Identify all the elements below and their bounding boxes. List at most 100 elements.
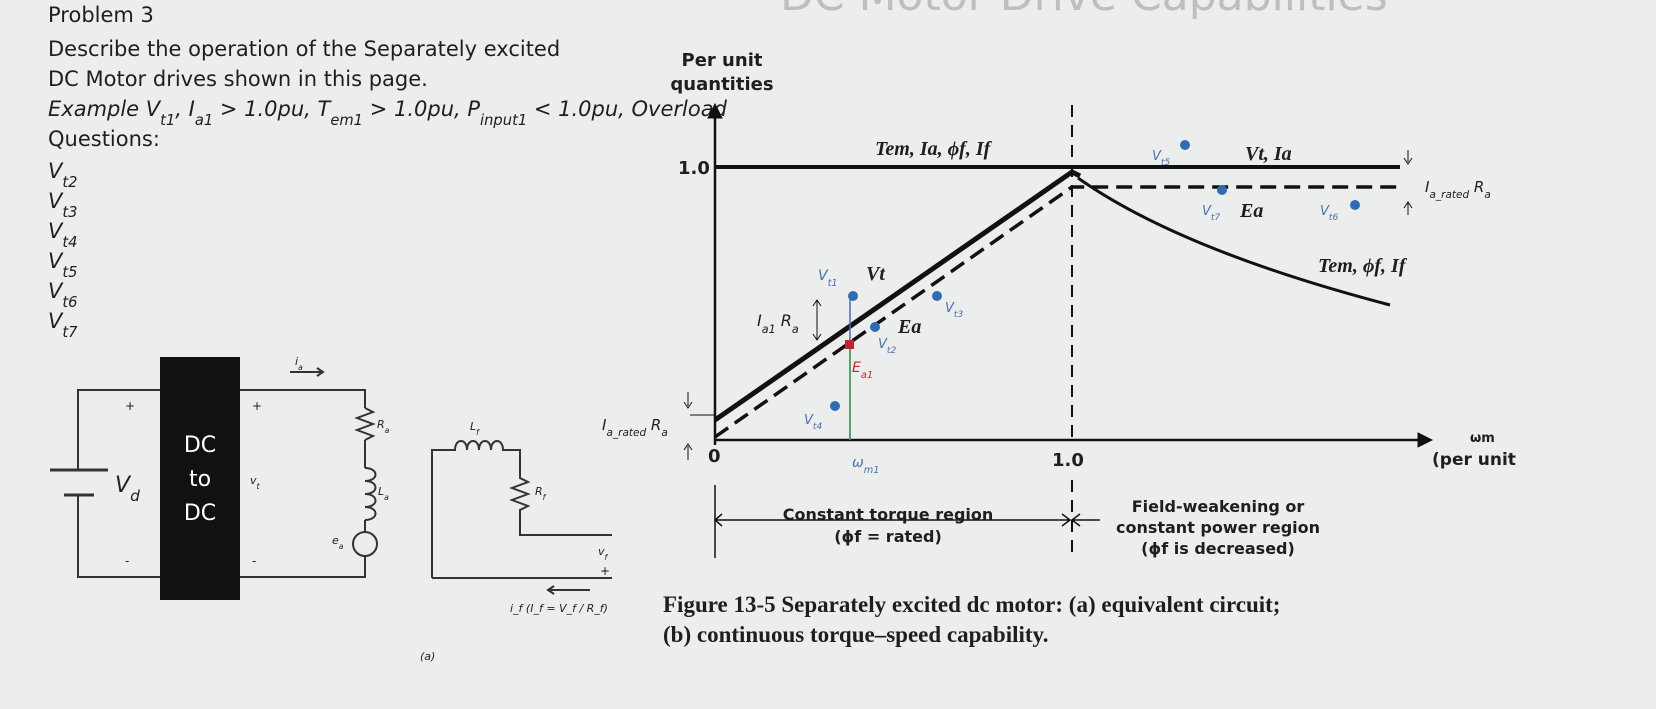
drop-label: Ia1 Ra [757,311,799,336]
voltage-label: vf [598,545,609,562]
subscript: t [257,482,261,491]
point-label: Vt5 [1152,149,1170,168]
curve-label: Tem, ϕf, If [1318,255,1408,277]
figure-caption: (b) continuous torque–speed capability. [663,622,1049,647]
label-part: V [945,301,955,316]
label-part: V [48,219,64,243]
subscript: t5 [1161,158,1171,168]
label-part: V [1320,204,1330,219]
x-axis-label: ωm [1470,431,1495,446]
subscript: a [661,427,667,439]
label-part: V [115,473,132,498]
subscript: f [476,428,480,437]
subscript: t4 [813,422,823,432]
circuit-caption: (a) [420,650,435,663]
ea1-point [845,340,854,349]
question: Vt2 [48,159,77,191]
subscript: a [384,493,389,502]
x-tick-label: 1.0 [1052,450,1084,471]
subscript: a [298,363,303,372]
question: Vt3 [48,189,77,221]
x-axis-label: (per unit [1432,450,1516,470]
label-part: , I [175,97,195,121]
subscript: a [1484,189,1490,201]
inductor-label: Lf [470,420,480,437]
point-label: Vt1 [818,268,838,289]
point-label: ωm1 [852,455,880,476]
subscript: a1 [762,323,776,336]
question: Vt7 [48,309,78,341]
description: Describe the operation of the Separately… [48,37,560,61]
subscript: em1 [330,112,363,129]
label-part: > 1.0pu, T [213,97,332,121]
subscript: a [792,323,799,336]
inductor-label: La [378,485,389,502]
point-label: Vt2 [878,337,896,356]
voltage-label: vt [250,474,261,491]
converter-box [160,357,240,600]
figure-caption: Figure 13-5 Separately excited dc motor:… [663,592,1280,617]
point-label: Vt7 [1202,204,1220,223]
label-part: I [1425,178,1430,196]
subscript: t3 [954,310,964,320]
label-part: R [1469,178,1484,196]
curve-label: Ea [897,316,921,338]
example: Example Vt1, Ia1 > 1.0pu, Tem1 > 1.0pu, … [48,97,728,129]
subscript: t3 [62,204,77,221]
subscript: m1 [864,465,880,476]
y-axis-label: Per unit [682,50,763,71]
y-tick-label: 1.0 [678,158,710,179]
origin-label: 0 [708,446,721,467]
label-part: V [818,268,829,284]
subscript: t7 [1211,213,1221,223]
label-part: V [878,337,888,352]
source-label: Vd [115,473,140,505]
operating-points [830,140,1360,411]
subscript: t4 [62,234,77,251]
subscript: d [130,487,140,505]
curve-label: Vt [866,263,886,285]
label-part: R [776,311,792,330]
label-part: I [757,311,762,330]
subscript: a1 [861,370,873,381]
question: Vt4 [48,219,77,251]
label-part: R [646,416,661,434]
subscript: a [385,426,390,435]
label-part: < 1.0pu, Overload [527,97,727,121]
label-part: L [378,485,384,498]
label-part: e [332,534,339,547]
region-label: Constant torque region [783,505,994,524]
label-part: v [250,474,257,487]
question: Vt6 [48,279,77,311]
converter-label: to [189,467,211,492]
curve-label: Vt, Ia [1245,143,1292,165]
subscript: t6 [62,294,77,311]
label-part: i [295,355,298,368]
subscript: a_rated [606,427,646,439]
point-label: Ea1 [852,360,873,381]
label-part: v [598,545,605,558]
sign: + [125,399,135,413]
converter-label: DC [184,433,216,458]
subscript: input1 [480,112,527,129]
rated-label: Ia_rated Ra [602,416,668,439]
point-label: Vt3 [945,301,963,320]
point-label: Vt4 [804,413,822,432]
subscript: a_rated [1429,189,1469,201]
sign: - [252,554,256,568]
resistor-label: Rf [535,485,547,502]
curve-label: Ea [1239,200,1263,222]
region-label: Field-weakening or [1132,497,1305,516]
header-title: DC Motor Drive Capabilities [780,0,1388,21]
label-part: R [535,485,543,498]
label-part: Example V [48,97,162,121]
subscript: t2 [887,346,897,356]
label-part: V [48,279,64,303]
curve-label: Tem, Ia, ϕf, If [875,138,993,160]
subscript: a1 [195,112,213,129]
label-part: V [1152,149,1162,164]
sign: - [125,554,129,568]
label-part: L [470,420,476,433]
